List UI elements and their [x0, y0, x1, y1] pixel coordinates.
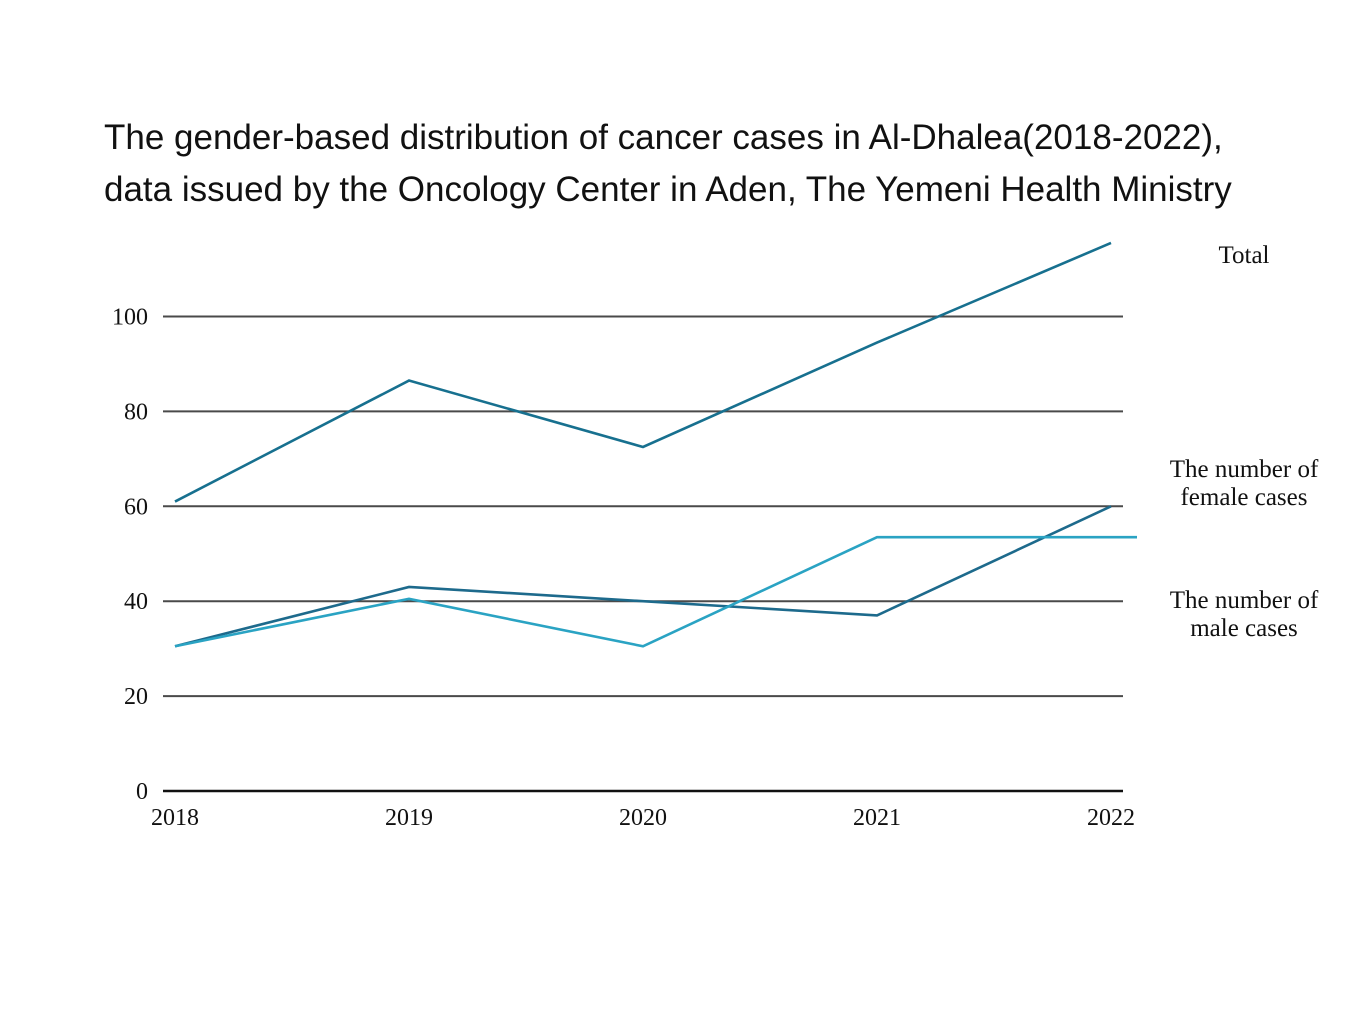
- series-lines: [174, 241, 1137, 648]
- x-tick-label: 2021: [853, 805, 901, 831]
- y-tick-label: 80: [124, 399, 148, 425]
- series-label-line: The number of: [1170, 587, 1319, 614]
- series-line-total: [174, 241, 1112, 503]
- series-label-line: male cases: [1190, 615, 1298, 642]
- y-tick-label: 100: [112, 305, 148, 331]
- x-tick-label: 2020: [619, 805, 667, 831]
- x-axis-ticks: 2018 2019 2020 2021 2022: [151, 805, 1135, 831]
- y-axis-ticks: 0 20 40 60 80 100: [112, 305, 148, 806]
- chart-title: The gender-based distribution of cancer …: [104, 112, 1344, 216]
- y-tick-label: 0: [136, 779, 148, 805]
- x-tick-label: 2019: [385, 805, 433, 831]
- series-label-total: Total: [1218, 242, 1269, 269]
- x-tick-label: 2022: [1087, 805, 1135, 831]
- y-tick-label: 40: [124, 589, 148, 615]
- gridlines: [163, 315, 1123, 793]
- series-label-line: Total: [1218, 242, 1269, 269]
- series-line-female-cases: [174, 505, 1112, 648]
- chart-title-line-1: The gender-based distribution of cancer …: [104, 118, 1223, 157]
- series-line-male-cases: [174, 535, 1137, 648]
- series-label-line: The number of: [1170, 456, 1319, 483]
- y-tick-label: 20: [124, 684, 148, 710]
- x-tick-label: 2018: [151, 805, 199, 831]
- y-tick-label: 60: [124, 494, 148, 520]
- series-label-line: female cases: [1180, 484, 1307, 511]
- chart-title-line-2: data issued by the Oncology Center in Ad…: [104, 170, 1232, 209]
